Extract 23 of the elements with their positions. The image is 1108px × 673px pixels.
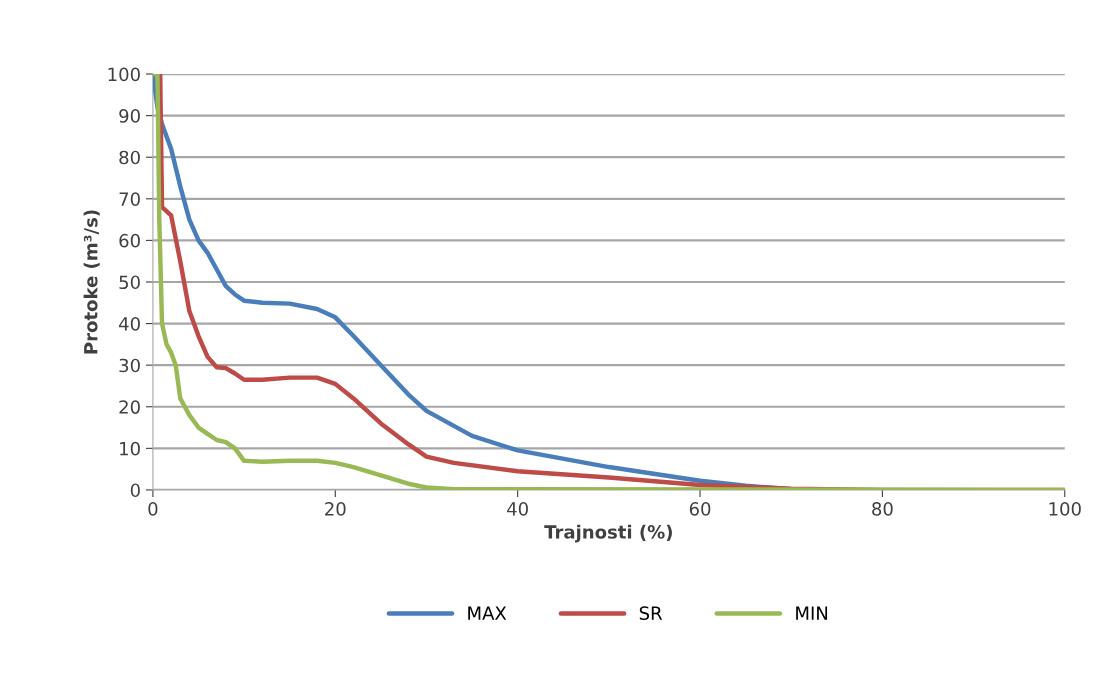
y-tick-label: 80 (119, 150, 140, 165)
legend-label: SR (639, 606, 663, 620)
y-tick-label: 30 (119, 358, 140, 373)
legend-label: MIN (796, 606, 828, 620)
y-axis-title: Protoke (m³/s) (83, 210, 100, 354)
x-tick-label: 0 (148, 502, 158, 516)
y-tick-label: 60 (119, 233, 140, 248)
y-tick-label: 100 (108, 67, 140, 82)
y-tick-label: 50 (119, 275, 140, 290)
y-tick-label: 10 (120, 441, 140, 456)
y-tick-label: 70 (119, 192, 140, 206)
x-axis-title: Trajnosti (%) (544, 524, 672, 543)
x-tick-label: 100 (1049, 502, 1081, 516)
x-tick-label: 80 (872, 502, 893, 516)
y-tick-label: 20 (119, 400, 140, 414)
x-tick-label: 40 (507, 502, 528, 516)
x-tick-label: 20 (325, 502, 346, 516)
x-tick-label: 60 (689, 502, 711, 516)
line-series (152, 74, 1065, 490)
y-tick-label: 0 (130, 483, 140, 498)
y-tick-label: 90 (119, 109, 140, 123)
legend-label: MAX (468, 606, 507, 620)
y-tick-label: 40 (119, 317, 140, 331)
